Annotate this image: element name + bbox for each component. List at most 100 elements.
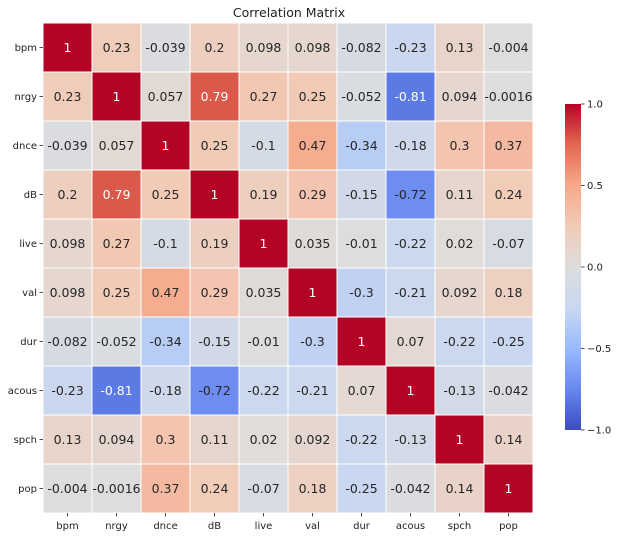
heatmap-cell-dB-spch [434,169,485,220]
cell-value-label: -0.3 [349,285,373,300]
cell-value-label: 0.2 [205,40,225,55]
heatmap-cell-live-val [287,218,338,269]
cell-value-label: -0.01 [345,236,377,251]
cell-value-label: 0.098 [295,40,331,55]
heatmap-cell-acous-acous [385,365,436,416]
colorbar: 1.0 0.5 0.0 −0.5 −1.0 [565,100,611,437]
cell-value-label: 0.3 [156,432,176,447]
cell-value-label: 0.47 [152,285,180,300]
cell-value-label: 0.47 [299,138,327,153]
cell-value-label: 0.092 [442,285,478,300]
y-tick-label-live: live [19,239,37,250]
heatmap-cell-acous-pop [483,365,534,416]
cell-value-label: 1 [113,89,121,104]
cell-value-label: -0.0016 [92,481,140,496]
heatmap-cell-acous-spch [434,365,485,416]
heatmap-cell-val-dnce [140,267,191,318]
cell-value-label: 1 [456,432,464,447]
x-tick-label-live: live [255,521,273,532]
cell-value-label: -0.052 [341,89,381,104]
heatmap-cell-live-dnce [140,218,191,269]
heatmap-cell-pop-pop [483,463,534,514]
cell-value-label: -0.25 [492,334,524,349]
x-tick-label-acous: acous [396,521,425,532]
heatmap-cell-live-dur [336,218,387,269]
cell-value-label: 0.057 [99,138,135,153]
heatmap-cell-live-live [238,218,289,269]
y-tick-label-dur: dur [20,337,38,348]
cell-value-label: 0.25 [201,138,229,153]
cell-value-label: 1 [309,285,317,300]
heatmap-cell-spch-dnce [140,414,191,465]
cell-value-label: -0.15 [198,334,230,349]
heatmap-cell-dur-dur [336,316,387,367]
x-tick-label-dur: dur [353,521,371,532]
heatmap-cell-dB-bpm [42,169,93,220]
heatmap-cell-nrgy-dur [336,71,387,122]
heatmap-cell-nrgy-acous [385,71,436,122]
heatmap-cell-acous-dnce [140,365,191,416]
cell-value-label: 0.25 [103,285,131,300]
cell-value-label: -0.3 [300,334,324,349]
cell-value-label: -0.34 [149,334,181,349]
heatmap-cell-spch-pop [483,414,534,465]
cell-value-label: 0.07 [348,383,376,398]
cell-value-label: 1 [162,138,170,153]
heatmap-cell-pop-bpm [42,463,93,514]
heatmap-cell-pop-spch [434,463,485,514]
cell-value-label: 0.13 [446,40,474,55]
cell-value-label: -0.34 [345,138,377,153]
y-tick-labels: bpm nrgy dnce dB live val dur acous spch pop [8,43,43,495]
x-tick-label-val: val [305,521,320,532]
cell-value-label: 0.25 [152,187,180,202]
heatmap-cell-dB-dur [336,169,387,220]
heatmap-cell-bpm-dnce [140,22,191,73]
cell-value-label: 0.29 [299,187,327,202]
y-tick-label-dnce: dnce [13,141,37,152]
cell-value-label: 0.14 [495,432,523,447]
heatmap-cell-live-spch [434,218,485,269]
cell-value-label: 0.23 [103,40,131,55]
heatmap-cell-spch-spch [434,414,485,465]
cell-value-label: 0.11 [446,187,474,202]
heatmap-cell-dB-val [287,169,338,220]
heatmap-cell-spch-dur [336,414,387,465]
cell-value-label: 1 [64,40,72,55]
cell-value-label: 0.37 [495,138,523,153]
cell-value-label: -0.21 [394,285,426,300]
cell-value-label: 0.18 [495,285,523,300]
cell-value-label: 0.27 [250,89,278,104]
y-tick-label-spch: spch [14,435,37,446]
x-tick-label-dnce: dnce [153,521,177,532]
colorbar-tick-label: −1.0 [587,426,611,437]
heatmap-cell-val-live [238,267,289,318]
heatmap-cell-bpm-val [287,22,338,73]
cell-value-label: 1 [358,334,366,349]
y-tick-label-val: val [22,288,37,299]
heatmap-cell-acous-dur [336,365,387,416]
cell-value-label: 0.37 [152,481,180,496]
cell-value-label: 0.035 [246,285,282,300]
cell-value-label: -0.052 [96,334,136,349]
cell-value-label: -0.039 [145,40,185,55]
cell-value-label: -0.18 [149,383,181,398]
heatmap-cell-dur-acous [385,316,436,367]
cell-value-label: -0.1 [153,236,177,251]
cell-value-label: 0.02 [446,236,474,251]
heatmap-cell-live-pop [483,218,534,269]
x-tick-label-bpm: bpm [56,521,78,532]
cell-value-label: 0.25 [299,89,327,104]
heatmap-cell-dur-val [287,316,338,367]
cell-value-label: -0.1 [251,138,275,153]
heatmap-cell-dur-bpm [42,316,93,367]
cell-value-label: 1 [407,383,415,398]
x-tick-label-spch: spch [448,521,471,532]
cell-value-label: 0.02 [250,432,278,447]
cell-value-label: -0.042 [488,383,528,398]
heatmap-cell-dnce-bpm [42,120,93,171]
heatmap-cell-dnce-pop [483,120,534,171]
cell-value-label: -0.72 [198,383,230,398]
heatmap-cell-acous-nrgy [91,365,142,416]
cell-value-label: 0.79 [103,187,131,202]
